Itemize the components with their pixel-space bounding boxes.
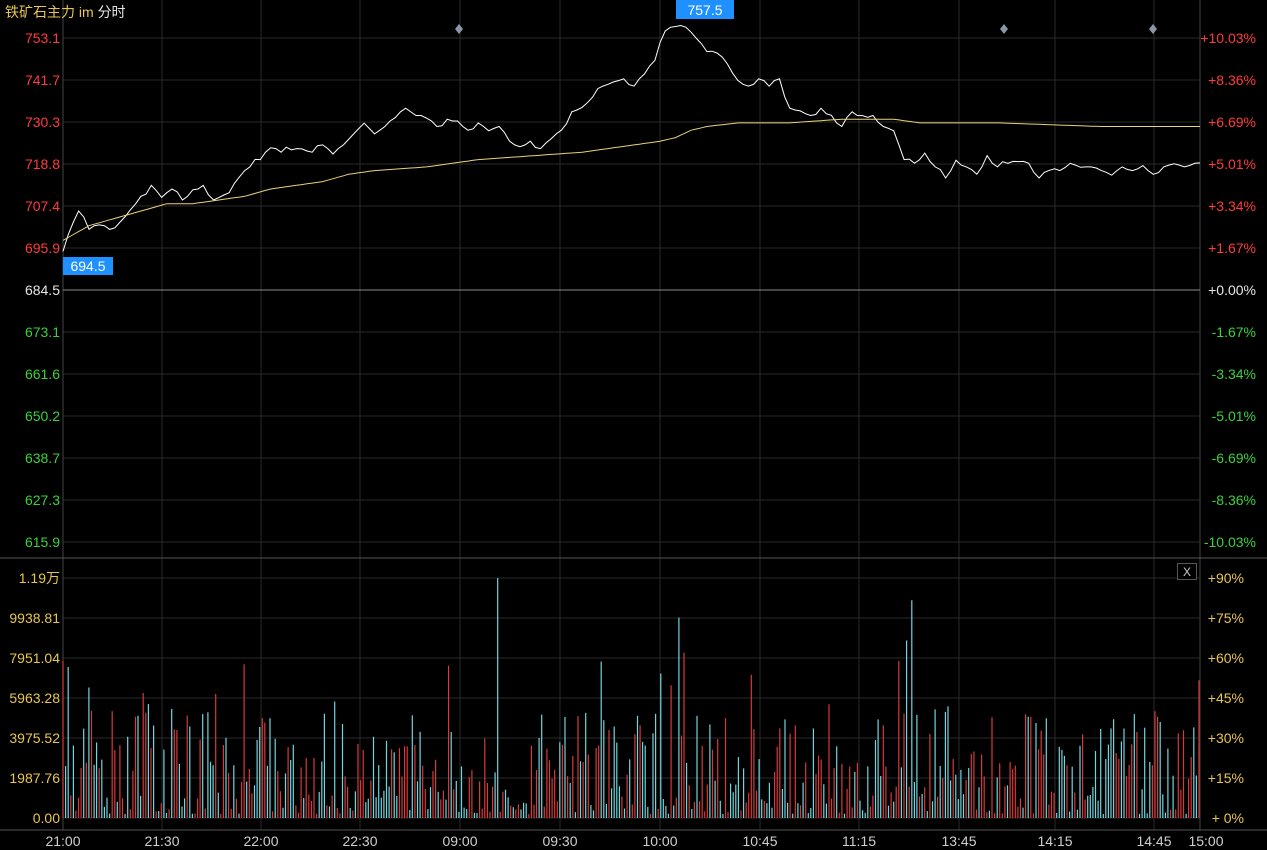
- volume-percent-tick-label: +15%: [1208, 770, 1244, 786]
- time-tick-label: 21:00: [45, 833, 80, 849]
- low-price-label: 694.5: [70, 258, 105, 274]
- close-volume-panel-button[interactable]: X: [1177, 563, 1197, 580]
- low-badge-bg: [63, 257, 113, 275]
- price-tick-label: 661.6: [25, 366, 60, 382]
- volume-tick-label: 0.00: [33, 810, 60, 826]
- high-badge-bg: [676, 0, 734, 19]
- volume-percent-tick-label: +75%: [1208, 610, 1244, 626]
- time-tick-label: 14:15: [1037, 833, 1072, 849]
- percent-tick-label: +10.03%: [1200, 30, 1256, 46]
- percent-tick-label: +6.69%: [1208, 114, 1256, 130]
- percent-tick-label: +3.34%: [1208, 198, 1256, 214]
- volume-tick-label: 3975.52: [9, 730, 60, 746]
- price-tick-label: 695.9: [25, 240, 60, 256]
- percent-tick-label: -10.03%: [1204, 534, 1256, 550]
- event-marker-icon: [1000, 24, 1008, 34]
- volume-tick-label: 1.19万: [19, 570, 60, 586]
- price-line: [62, 24, 1201, 252]
- average-price-line: [62, 118, 1200, 241]
- time-tick-label: 13:45: [941, 833, 976, 849]
- event-marker-icon: [455, 24, 463, 34]
- percent-tick-label: -3.34%: [1212, 366, 1256, 382]
- chart-mode: 分时: [97, 4, 126, 20]
- price-tick-label: 730.3: [25, 114, 60, 130]
- volume-axis: 1.19万 9938.81 7951.04 5963.28 3975.52 1987.76…: [9, 570, 60, 826]
- volume-percent-tick-label: +30%: [1208, 730, 1244, 746]
- time-tick-label: 22:30: [342, 833, 377, 849]
- chart-title: 铁矿石主力 im 分时: [5, 2, 126, 22]
- time-tick-label: 21:30: [144, 833, 179, 849]
- volume-percent-tick-label: +90%: [1208, 570, 1244, 586]
- high-price-badge: 757.5: [676, 0, 734, 19]
- price-tick-label: 707.4: [25, 198, 60, 214]
- volume-percent-tick-label: +60%: [1208, 650, 1244, 666]
- price-tick-label: 650.2: [25, 408, 60, 424]
- percent-tick-label: +5.01%: [1208, 156, 1256, 172]
- price-tick-label: 638.7: [25, 450, 60, 466]
- percent-tick-label: -5.01%: [1212, 408, 1256, 424]
- percent-tick-label: -8.36%: [1212, 492, 1256, 508]
- time-tick-label: 11:15: [842, 833, 876, 849]
- price-tick-label: 673.1: [25, 324, 60, 340]
- percent-tick-label: +8.36%: [1208, 72, 1256, 88]
- volume-bars: [62, 578, 1200, 818]
- time-tick-label: 15:00: [1188, 833, 1223, 849]
- instrument-name: 铁矿石主力 im: [5, 4, 94, 20]
- volume-percent-axis: +90% +75% +60% +45% +30% +15% + 0%: [1208, 570, 1244, 826]
- time-tick-label: 14:45: [1136, 833, 1171, 849]
- price-tick-label: 615.9: [25, 534, 60, 550]
- low-price-badge: 694.5: [63, 257, 113, 275]
- volume-tick-label: 1987.76: [9, 770, 60, 786]
- price-tick-label: 741.7: [25, 72, 60, 88]
- time-axis: 21:00 21:30 22:00 22:30 09:00 09:30 10:00 10:45…: [45, 833, 1223, 849]
- price-tick-label: 718.8: [25, 156, 60, 172]
- price-tick-label: 627.3: [25, 492, 60, 508]
- volume-tick-label: 5963.28: [9, 690, 60, 706]
- high-price-label: 757.5: [687, 2, 722, 18]
- price-axis: 753.1 741.7 730.3 718.8 707.4 695.9 684.5 673.1…: [25, 30, 60, 550]
- price-tick-label: 684.5: [25, 282, 60, 298]
- percent-tick-label: +0.00%: [1208, 282, 1256, 298]
- volume-percent-tick-label: + 0%: [1212, 810, 1244, 826]
- price-tick-label: 753.1: [25, 30, 60, 46]
- time-tick-label: 09:30: [542, 833, 577, 849]
- time-tick-label: 09:00: [442, 833, 477, 849]
- time-tick-label: 22:00: [243, 833, 278, 849]
- time-tick-label: 10:00: [642, 833, 677, 849]
- volume-tick-label: 7951.04: [9, 650, 60, 666]
- event-marker-icon: [1149, 24, 1157, 34]
- volume-percent-tick-label: +45%: [1208, 690, 1244, 706]
- percent-tick-label: -1.67%: [1212, 324, 1256, 340]
- percent-axis: +10.03% +8.36% +6.69% +5.01% +3.34% +1.67% +0.…: [1200, 30, 1256, 550]
- percent-tick-label: -6.69%: [1212, 450, 1256, 466]
- time-tick-label: 10:45: [742, 833, 777, 849]
- volume-tick-label: 9938.81: [9, 610, 60, 626]
- percent-tick-label: +1.67%: [1208, 240, 1256, 256]
- grid-lines: [63, 0, 1200, 830]
